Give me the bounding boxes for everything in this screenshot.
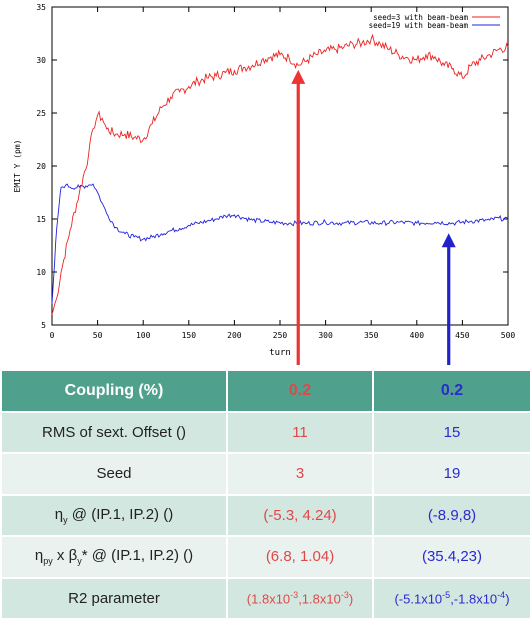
row-label: R2 parameter [2, 579, 228, 620]
x-tick-label: 250 [273, 331, 288, 340]
x-tick-label: 450 [455, 331, 470, 340]
x-tick-label: 300 [318, 331, 333, 340]
header-seed19-coupling: 0.2 [374, 371, 530, 413]
seed19-value: 19 [374, 454, 530, 496]
seed3-value: (6.8, 1.04) [228, 537, 374, 579]
y-tick-label: 20 [36, 162, 46, 171]
x-tick-label: 50 [93, 331, 103, 340]
x-tick-label: 150 [182, 331, 197, 340]
seed19-value: (-8.9,8) [374, 496, 530, 538]
table-row: Seed 3 19 [2, 454, 530, 496]
seed19-value: (35.4,23) [374, 537, 530, 579]
table-row: ηpy x βy* @ (IP.1, IP.2) () (6.8, 1.04) … [2, 537, 530, 579]
annotation-arrows [291, 70, 455, 365]
legend-label: seed=19 with beam-beam [369, 21, 469, 30]
row-label: ηpy x βy* @ (IP.1, IP.2) () [2, 537, 228, 579]
y-axis-label: EMIT Y (pm) [13, 140, 22, 193]
row-label: ηy @ (IP.1, IP.2) () [2, 496, 228, 538]
y-tick-label: 30 [36, 56, 46, 65]
annotation-arrowhead [442, 233, 456, 247]
x-tick-label: 100 [136, 331, 151, 340]
parameter-table: Coupling (%) 0.2 0.2 RMS of sext. Offset… [2, 371, 530, 620]
x-tick-label: 350 [364, 331, 379, 340]
table-row: ηy @ (IP.1, IP.2) () (-5.3, 4.24) (-8.9,… [2, 496, 530, 538]
y-tick-label: 35 [36, 3, 46, 12]
x-tick-label: 500 [501, 331, 516, 340]
seed3-value: 11 [228, 413, 374, 455]
y-tick-label: 10 [36, 268, 46, 277]
table-row: R2 parameter (1.8x10-3,1.8x10-3) (-5.1x1… [2, 579, 530, 620]
annotation-arrowhead [291, 70, 305, 84]
header-seed3-coupling: 0.2 [228, 371, 374, 413]
y-tick-label: 25 [36, 109, 46, 118]
header-coupling: Coupling (%) [2, 371, 228, 413]
seed3-value: (1.8x10-3,1.8x10-3) [228, 579, 374, 620]
seed3-value: 3 [228, 454, 374, 496]
x-tick-label: 0 [50, 331, 55, 340]
y-tick-label: 5 [41, 321, 46, 330]
x-axis-label: turn [269, 348, 291, 358]
x-tick-label: 400 [410, 331, 425, 340]
seed19-value: 15 [374, 413, 530, 455]
series-line-2 [52, 184, 508, 304]
series-lines [52, 35, 508, 314]
seed19-value: (-5.1x10-5,-1.8x10-4) [374, 579, 530, 620]
seed3-value: (-5.3, 4.24) [228, 496, 374, 538]
series-line-1 [52, 35, 508, 314]
x-tick-label: 200 [227, 331, 242, 340]
table-row: RMS of sext. Offset () 11 15 [2, 413, 530, 455]
y-tick-label: 15 [36, 215, 46, 224]
emittance-chart: 0 50 100 150 200 250 300 350 400 450 500 5 10 15 20 25 3… [0, 0, 530, 365]
row-label: RMS of sext. Offset () [2, 413, 228, 455]
table-header-row: Coupling (%) 0.2 0.2 [2, 371, 530, 413]
row-label: Seed [2, 454, 228, 496]
